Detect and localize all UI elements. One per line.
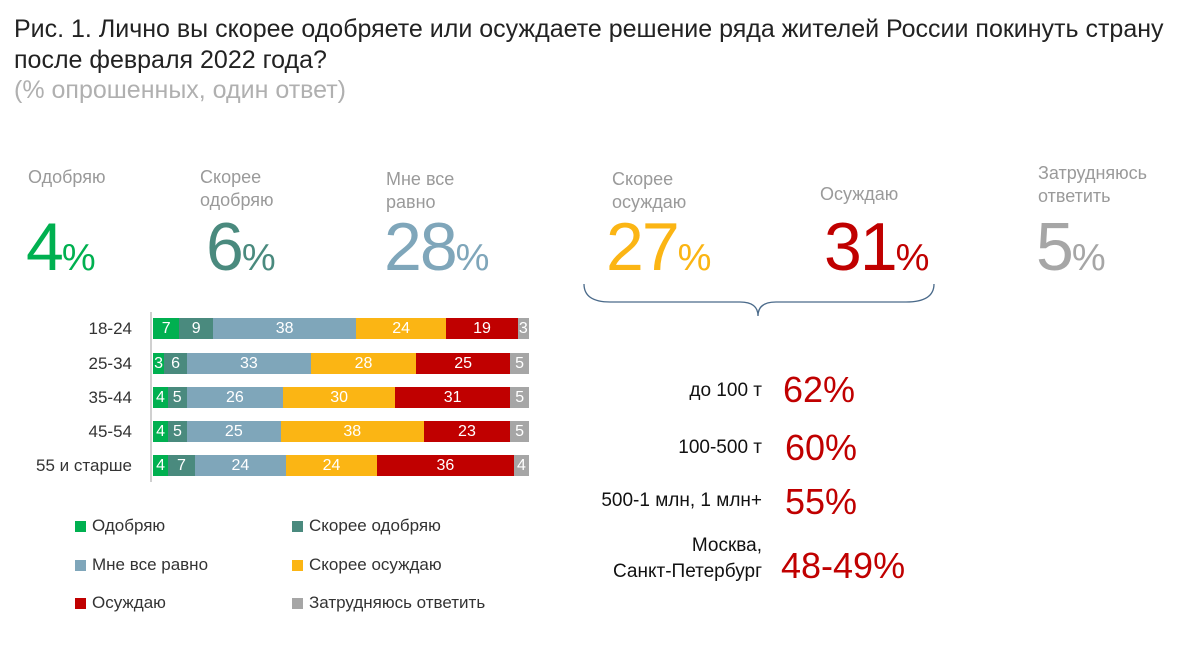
bar-segment: 28	[310, 353, 417, 374]
total-value-condemn: 31%	[824, 212, 929, 293]
total-number: 5	[1036, 209, 1074, 285]
bar-segment: 31	[394, 387, 511, 408]
bar-segment: 5	[167, 387, 187, 408]
total-number: 27	[606, 209, 680, 285]
city-label-moscow-spb: Москва, Санкт-Петербург	[612, 535, 762, 582]
total-value-approve: 4%	[26, 212, 96, 293]
legend-label: Осуждаю	[92, 593, 166, 612]
bar-segment: 6	[164, 353, 187, 374]
bar-segment: 5	[510, 353, 529, 374]
total-number: 28	[384, 209, 458, 285]
percent-sign: %	[1071, 237, 1106, 279]
legend-item-rather-approve: Скорее одобряю	[292, 516, 441, 536]
bar-segment: 38	[280, 421, 424, 442]
legend-item-rather-condemn: Скорее осуждаю	[292, 555, 442, 575]
bar-segment: 5	[510, 387, 529, 408]
bar-segment: 7	[153, 318, 180, 339]
bar-segment: 5	[168, 421, 187, 442]
bar-segment: 4	[153, 421, 169, 442]
bar-segment: 24	[285, 455, 378, 476]
total-label-rather-approve: Скорее одобряю	[200, 167, 274, 210]
bar-segment: 30	[283, 387, 395, 408]
total-number: 6	[206, 209, 244, 285]
total-value-indifferent: 28%	[384, 212, 489, 293]
legend-swatch	[75, 559, 86, 571]
figure-subtitle: (% опрошенных, один ответ)	[14, 76, 346, 104]
legend-label: Затрудняюсь ответить	[309, 593, 486, 612]
total-number: 4	[26, 209, 64, 285]
total-value-rather-approve: 6%	[206, 212, 276, 293]
city-label-100-500k: 100-500 т	[678, 437, 762, 458]
bar-segment: 23	[423, 421, 511, 442]
category-label: 45-54	[88, 422, 132, 441]
category-label: 25-34	[88, 354, 132, 373]
bar-segment: 24	[356, 318, 447, 339]
bar-segment: 19	[446, 318, 518, 339]
total-number: 31	[824, 209, 898, 285]
total-value-hard-to-say: 5%	[1036, 212, 1106, 293]
city-value-under-100k: 62%	[783, 369, 856, 410]
percent-sign: %	[677, 237, 712, 279]
y-axis-line	[150, 312, 152, 482]
bar-segment: 5	[510, 421, 529, 442]
bar-segment: 3	[153, 353, 165, 374]
legend-swatch	[75, 520, 86, 532]
city-value-500k-1m: 55%	[785, 481, 858, 522]
percent-sign: %	[61, 237, 96, 279]
legend-item-indifferent: Мне все равно	[75, 555, 208, 575]
bar-segment: 26	[186, 387, 284, 408]
legend-label: Скорее одобряю	[309, 516, 441, 535]
bar-segment: 33	[186, 353, 311, 374]
legend-item-hard-to-say: Затрудняюсь ответить	[292, 593, 485, 613]
bar-segment: 9	[179, 318, 214, 339]
legend-label: Скорее осуждаю	[309, 555, 442, 574]
bar-segment: 38	[213, 318, 357, 339]
category-label: 18-24	[88, 319, 132, 338]
curly-brace	[583, 283, 935, 317]
category-label: 35-44	[88, 388, 132, 407]
legend-label: Мне все равно	[92, 555, 209, 574]
city-label-under-100k: до 100 т	[689, 380, 762, 401]
bar-segment: 3	[517, 318, 529, 339]
legend-swatch	[75, 597, 86, 609]
category-label: 55 и старше	[36, 456, 132, 475]
bar-segment: 4	[513, 455, 529, 476]
legend-swatch	[292, 597, 303, 609]
total-label-indifferent: Мне все равно	[386, 169, 455, 212]
percent-sign: %	[241, 237, 276, 279]
legend-label: Одобряю	[92, 516, 166, 535]
city-label-500k-1m: 500-1 млн, 1 млн+	[601, 490, 762, 511]
total-label-approve: Одобряю	[28, 167, 106, 187]
bar-segment: 4	[153, 455, 169, 476]
percent-sign: %	[895, 237, 930, 279]
total-label-rather-condemn: Скорее осуждаю	[612, 169, 687, 212]
legend-item-approve: Одобряю	[75, 516, 165, 536]
percent-sign: %	[455, 237, 490, 279]
bar-segment: 36	[377, 455, 514, 476]
total-value-rather-condemn: 27%	[606, 212, 711, 293]
legend-item-condemn: Осуждаю	[75, 593, 166, 613]
figure-title: Рис. 1. Лично вы скорее одобряете или ос…	[14, 15, 1164, 74]
bar-segment: 25	[416, 353, 511, 374]
legend-swatch	[292, 559, 303, 571]
bar-segment: 24	[194, 455, 286, 476]
legend-swatch	[292, 520, 303, 532]
total-label-hard-to-say: Затрудняюсь ответить	[1038, 163, 1148, 206]
bar-segment: 25	[186, 421, 281, 442]
bar-segment: 4	[153, 387, 168, 408]
total-label-condemn: Осуждаю	[820, 184, 899, 204]
city-value-100-500k: 60%	[785, 427, 858, 468]
city-value-moscow-spb: 48-49%	[781, 545, 906, 586]
bar-segment: 7	[168, 455, 195, 476]
